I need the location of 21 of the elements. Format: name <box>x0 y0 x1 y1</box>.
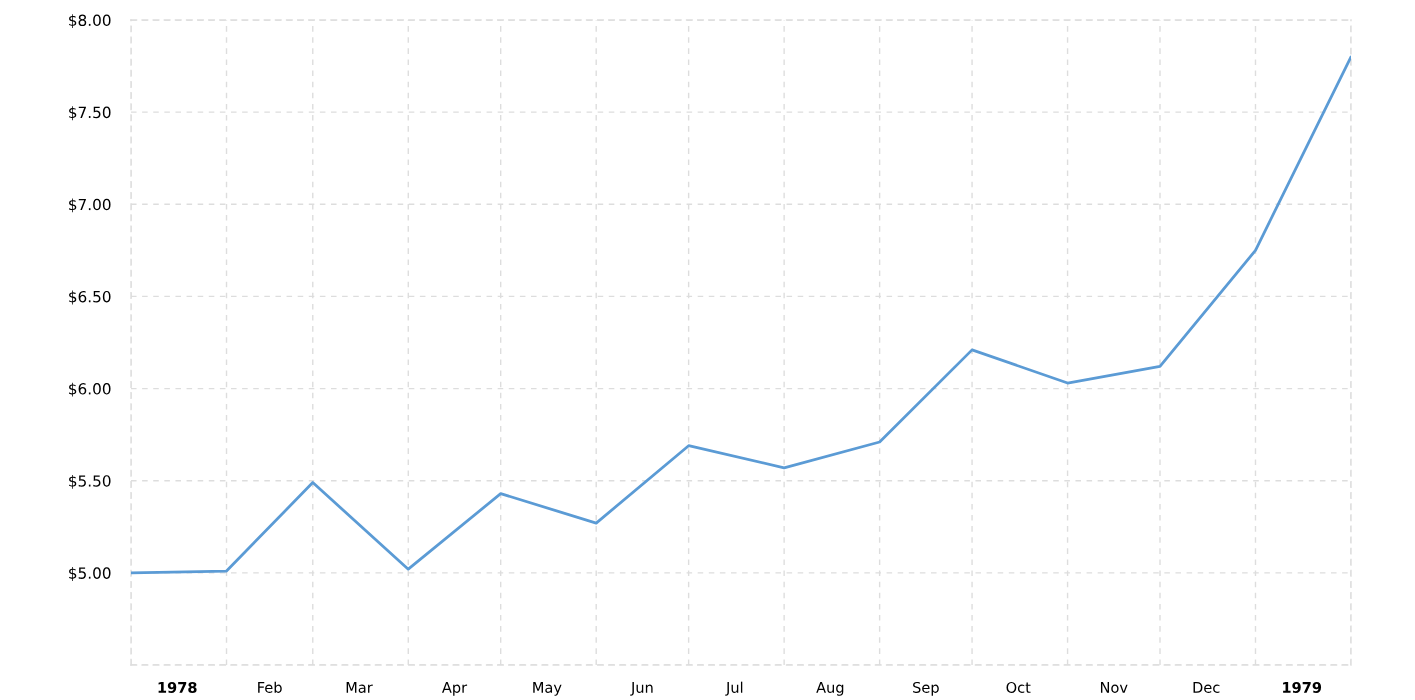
x-tick-label: Aug <box>816 682 844 696</box>
x-tick-label: Nov <box>1100 682 1128 693</box>
x-tick-label: Mar <box>346 682 373 693</box>
x-tick-label: Dec <box>1193 682 1220 693</box>
x-tick-label: Jul <box>725 681 743 696</box>
y-tick-label: $6.00 <box>69 382 111 397</box>
x-tick-label: Jun <box>630 682 653 696</box>
y-tick-label: $5.50 <box>69 474 111 489</box>
line-series <box>131 55 1351 575</box>
x-tick-label: Apr <box>441 682 468 696</box>
x-tick-label: May <box>533 682 562 696</box>
x-tick-label: 1978 <box>158 681 197 693</box>
x-tick-label: Oct <box>1006 681 1031 693</box>
y-tick-label: $8.00 <box>69 14 111 29</box>
y-tick-label: $5.00 <box>69 567 111 581</box>
x-tick-label: 1979 <box>1283 681 1322 693</box>
y-tick-label: $7.50 <box>69 106 111 121</box>
y-tick-label: $6.50 <box>69 290 111 305</box>
x-tick-label: Sep <box>913 681 939 696</box>
x-tick-label: Feb <box>258 681 282 693</box>
y-tick-label: $7.00 <box>69 198 111 213</box>
